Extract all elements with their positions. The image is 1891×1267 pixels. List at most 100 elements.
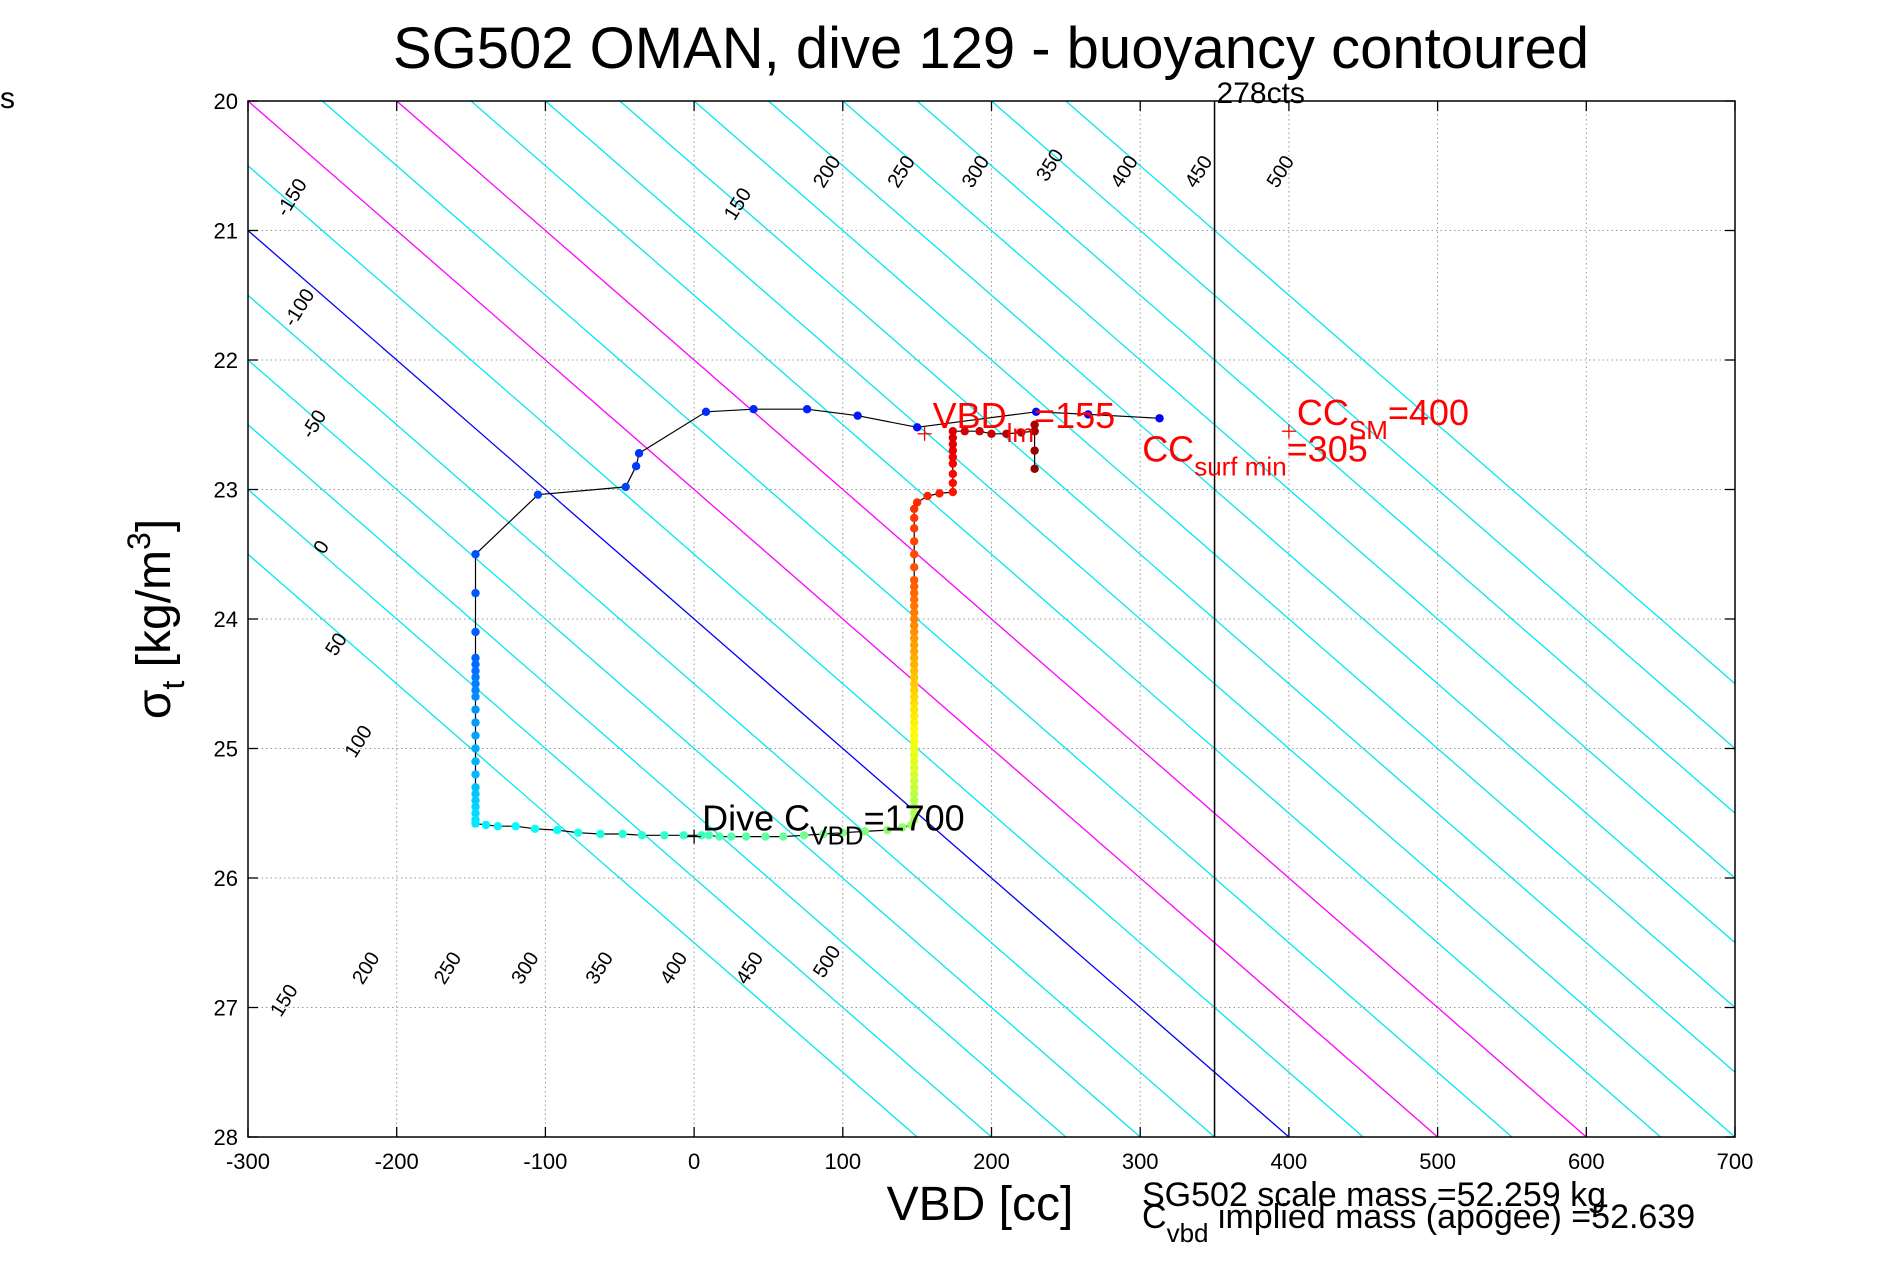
vertical-line-group: 278cts <box>1215 77 1305 1137</box>
contour-label: 300 <box>958 152 994 192</box>
implied-mass-text: Cvbd implied mass (apogee) =52.639 <box>1142 1198 1695 1248</box>
y-axis-label-units: [kg/m <box>128 550 181 681</box>
y-axis-label-sigma: σ <box>128 690 181 720</box>
data-point <box>910 524 918 532</box>
data-point <box>910 563 918 571</box>
contour-label: 200 <box>809 152 845 192</box>
x-tick-label: 600 <box>1568 1149 1605 1174</box>
annotation-vbd_lm: VBDlm=155 <box>933 395 1116 448</box>
contour-label: -50 <box>297 406 331 442</box>
data-point <box>803 405 811 413</box>
data-point <box>935 489 943 497</box>
y-tick-label: 22 <box>214 348 238 373</box>
contour-label: 350 <box>1032 145 1068 185</box>
y-tick-label: 28 <box>214 1125 238 1150</box>
data-point <box>635 449 643 457</box>
x-tick-label: 100 <box>824 1149 861 1174</box>
data-point <box>1155 414 1163 422</box>
data-point <box>632 462 640 470</box>
data-point <box>511 822 519 830</box>
data-point <box>923 492 931 500</box>
data-point <box>471 757 479 765</box>
contour-line <box>397 101 1587 1137</box>
contour-label: 150 <box>266 981 302 1021</box>
data-point <box>949 479 957 487</box>
data-point <box>638 831 646 839</box>
data-point <box>531 825 539 833</box>
x-tick-label: 500 <box>1419 1149 1456 1174</box>
data-point <box>574 828 582 836</box>
data-point <box>471 589 479 597</box>
contour-line <box>99 101 1289 1137</box>
contour-label: 250 <box>883 152 919 192</box>
x-tick-label: 300 <box>1122 1149 1159 1174</box>
contour-label: 250 <box>430 948 466 988</box>
data-point <box>621 483 629 491</box>
y-axis-label-close: ] <box>128 519 181 532</box>
data-point <box>471 819 479 827</box>
data-point <box>494 822 502 830</box>
y-tick-label: 20 <box>214 89 238 114</box>
y-axis-label-sup: 3 <box>121 532 157 550</box>
dive-trace-line <box>476 409 1160 836</box>
x-tick-label: -300 <box>226 1149 270 1174</box>
y-tick-label: 23 <box>214 478 238 503</box>
x-tick-label: 0 <box>688 1149 700 1174</box>
contour-label: 400 <box>656 948 692 988</box>
contour-label: 500 <box>809 942 845 982</box>
x-tick-label: -200 <box>375 1149 419 1174</box>
data-point <box>596 830 604 838</box>
contour-label: 100 <box>341 722 377 762</box>
vertical-line-label: 278cts <box>1217 77 1305 110</box>
data-point <box>534 490 542 498</box>
data-point <box>910 514 918 522</box>
contour-label: 450 <box>732 948 768 988</box>
data-point <box>749 405 757 413</box>
contour-label: 300 <box>507 948 543 988</box>
y-axis-label: σt [kg/m3] <box>121 519 191 719</box>
margin-text: s <box>0 82 15 115</box>
data-point <box>913 423 921 431</box>
chart-title: SG502 OMAN, dive 129 - buoyancy contoure… <box>393 16 1589 81</box>
data-points <box>471 405 1163 841</box>
data-point <box>679 831 687 839</box>
data-point <box>702 408 710 416</box>
contour-label: 50 <box>321 629 351 660</box>
data-point <box>660 831 668 839</box>
data-point <box>471 693 479 701</box>
x-axis-label: VBD [cc] <box>887 1178 1074 1231</box>
svg-text:σt [kg/m3]: σt [kg/m3] <box>121 519 191 719</box>
data-point <box>471 705 479 713</box>
contour-label: 150 <box>720 184 756 224</box>
data-point <box>1030 465 1038 473</box>
contour-label: 350 <box>582 948 618 988</box>
y-axis-label-sub: t <box>155 681 191 690</box>
contour-label: 400 <box>1107 152 1143 192</box>
data-point <box>913 498 921 506</box>
contour-label: 500 <box>1263 152 1299 192</box>
data-point <box>619 830 627 838</box>
x-tick-label: 200 <box>973 1149 1010 1174</box>
contour-label: 450 <box>1181 152 1217 192</box>
contour-label: 200 <box>348 948 384 988</box>
data-point <box>471 744 479 752</box>
data-point <box>471 770 479 778</box>
y-tick-label: 25 <box>214 737 238 762</box>
contour-line <box>545 101 1735 1137</box>
data-point <box>471 550 479 558</box>
annotation-cc_surf: CCsurf min=305 <box>1142 428 1368 481</box>
data-point <box>471 628 479 636</box>
data-point <box>853 411 861 419</box>
data-point <box>471 731 479 739</box>
implied-mass-sub: vbd <box>1167 1218 1209 1248</box>
contour-line <box>248 101 1438 1137</box>
contour-label: -150 <box>272 175 312 221</box>
y-tick-label: 24 <box>214 607 238 632</box>
x-tick-label: 400 <box>1271 1149 1308 1174</box>
contour-line <box>694 101 1884 1137</box>
